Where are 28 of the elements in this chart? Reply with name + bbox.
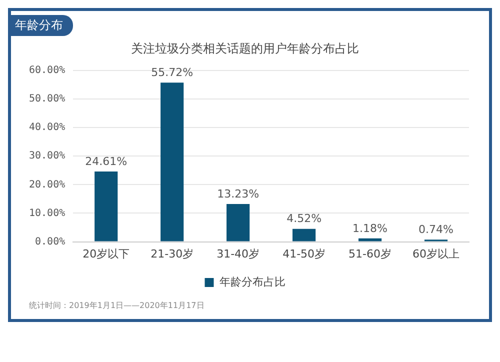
bar bbox=[292, 228, 316, 242]
data-label: 55.72% bbox=[151, 66, 194, 79]
y-tick-label: 60.00% bbox=[29, 64, 66, 76]
data-label: 1.18% bbox=[352, 222, 388, 235]
bar bbox=[226, 204, 250, 242]
y-tick-label: 30.00% bbox=[29, 150, 66, 162]
data-label: 4.52% bbox=[286, 212, 322, 226]
y-tick-label: 40.00% bbox=[29, 122, 66, 134]
text: 统计时间：2019年1月1日——2020年11月17日 bbox=[29, 300, 206, 311]
legend-label: 年龄分布占比 bbox=[219, 275, 286, 288]
bar bbox=[160, 82, 184, 242]
data-label: 0.74% bbox=[418, 223, 454, 236]
y-tick-label: 20.00% bbox=[29, 179, 66, 190]
chart-title: 年龄分布 bbox=[11, 15, 73, 36]
chart-subtitle: 关注垃圾分类相关话题的用户年龄分布占比 bbox=[131, 41, 359, 56]
data-label: 13.23% bbox=[217, 187, 260, 200]
x-tick-label: 31-40岁 bbox=[216, 247, 260, 260]
x-tick-label: 51-60岁 bbox=[348, 247, 392, 260]
y-tick-label: 0.00% bbox=[35, 236, 66, 248]
y-tick-label: 50.00% bbox=[29, 94, 66, 105]
y-tick-label: 10.00% bbox=[29, 208, 66, 219]
x-tick-label: 20岁以下 bbox=[82, 247, 130, 260]
x-tick-label: 21-30岁 bbox=[150, 247, 194, 260]
bar bbox=[94, 172, 118, 242]
x-tick-label: 41-50岁 bbox=[282, 247, 326, 260]
data-label: 24.61% bbox=[85, 154, 128, 168]
x-tick-label: 60岁以上 bbox=[412, 247, 460, 260]
bar bbox=[358, 238, 382, 242]
